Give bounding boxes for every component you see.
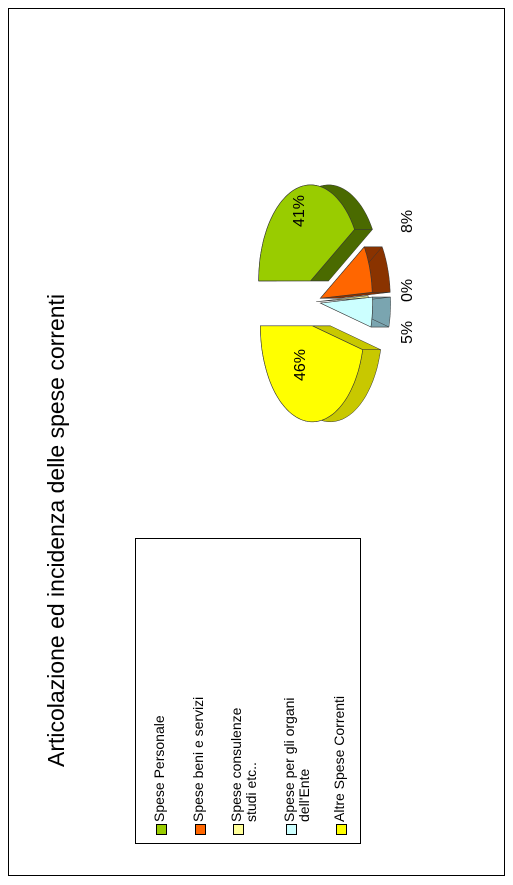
legend-label: Spese beni e servizi — [190, 696, 206, 822]
data-label: 0% — [399, 279, 416, 302]
legend-label: Spese consulenze studi etc.. — [228, 707, 259, 822]
legend-label: Spese Personale — [151, 715, 167, 822]
legend-item: Spese consulenze studi etc.. — [228, 680, 259, 835]
legend-swatch — [233, 824, 244, 835]
legend-item: Spese Personale — [151, 715, 167, 835]
legend-item: Altre Spese Correnti — [331, 695, 347, 835]
legend-swatch — [336, 824, 347, 835]
pie-slice — [319, 296, 373, 328]
pie-slice — [259, 325, 364, 423]
legend-label: Spese per gli organi dell'Ente — [281, 697, 312, 822]
pie-slice — [316, 295, 369, 303]
data-label: 41% — [291, 195, 308, 227]
legend-swatch — [286, 824, 297, 835]
pie-chart: 41% 8% 0% 5% 46% — [258, 184, 416, 423]
legend-item: Spese per gli organi dell'Ente — [281, 694, 312, 835]
data-label: 8% — [399, 210, 416, 233]
data-label: 5% — [399, 321, 416, 344]
slide-page: Articolazione ed incidenza delle spese c… — [8, 8, 505, 876]
data-label: 46% — [292, 349, 309, 381]
pie-slice — [319, 246, 373, 299]
legend-item: Spese beni e servizi — [190, 696, 206, 835]
chart-legend: Spese Personale Spese beni e servizi Spese… — [135, 538, 361, 844]
legend-swatch — [156, 824, 167, 835]
legend-label: Altre Spese Correnti — [331, 695, 347, 822]
rotated-content: Articolazione ed incidenza delle spese c… — [9, 9, 506, 877]
pie-slice — [258, 184, 355, 282]
legend-swatch — [195, 824, 206, 835]
